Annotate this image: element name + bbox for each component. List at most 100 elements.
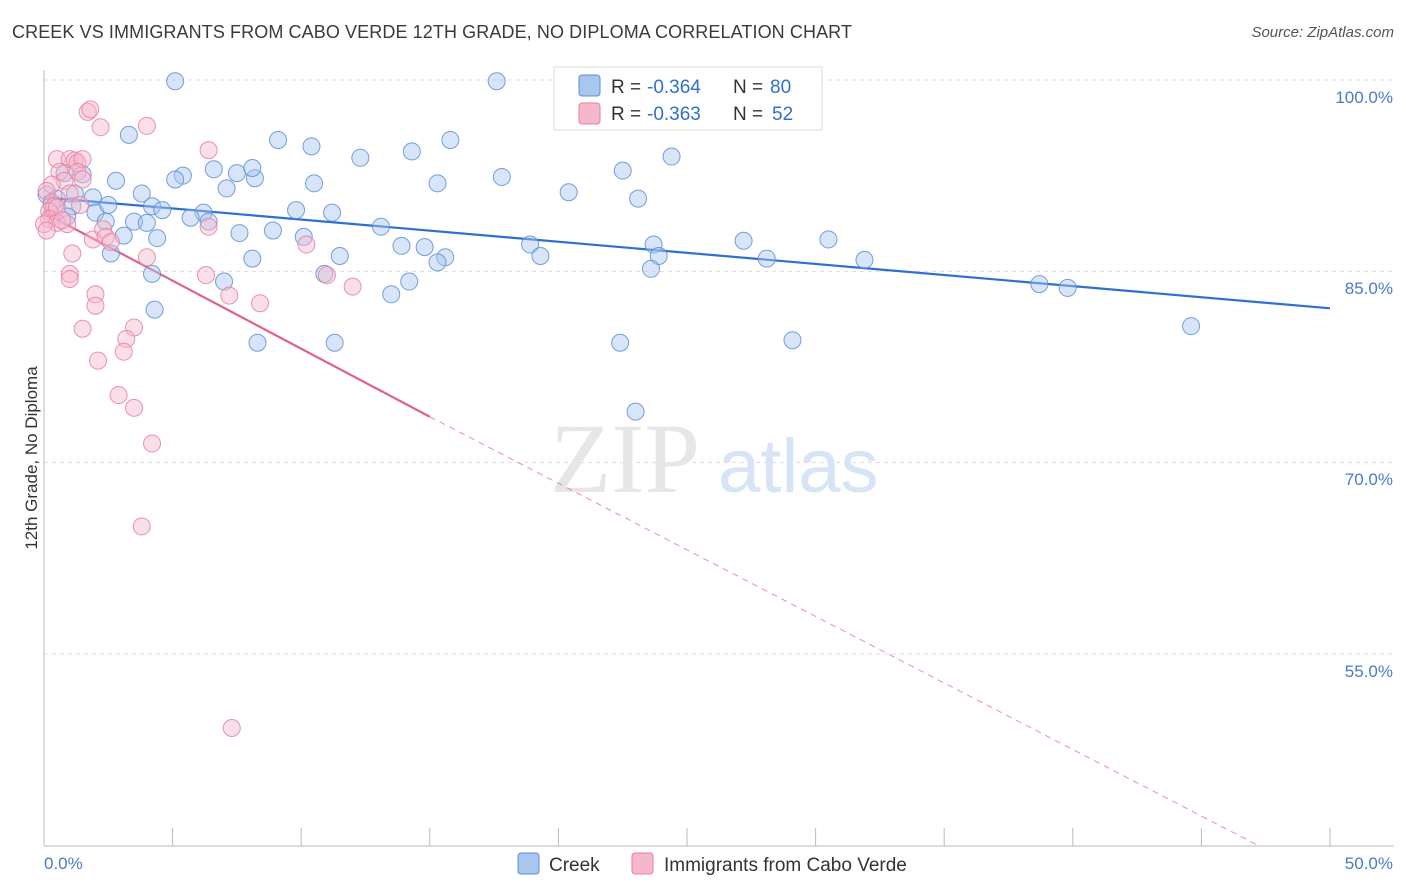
point-creek-38 bbox=[181, 208, 200, 227]
point-creek-77 bbox=[351, 148, 370, 167]
point-creek-11 bbox=[166, 170, 185, 189]
point-cabo-51 bbox=[125, 398, 144, 417]
point-creek-75 bbox=[626, 402, 645, 421]
point-creek-28 bbox=[143, 197, 162, 216]
point-creek-42 bbox=[148, 229, 167, 248]
x-tick-label-min: 0.0% bbox=[44, 854, 83, 873]
point-cabo-14 bbox=[60, 184, 79, 203]
point-cabo-38 bbox=[197, 266, 216, 285]
x-tick-label-max: 50.0% bbox=[1345, 854, 1393, 873]
y-tick-label-100: 100.0% bbox=[1335, 88, 1393, 107]
point-creek-1 bbox=[487, 72, 506, 91]
point-cabo-45 bbox=[73, 319, 92, 338]
point-creek-51 bbox=[819, 230, 838, 249]
legend-n-label-creek: N = bbox=[733, 77, 763, 98]
point-creek-53 bbox=[243, 249, 262, 268]
legend-swatch-creek bbox=[578, 74, 601, 97]
point-creek-40 bbox=[371, 217, 390, 236]
point-cabo-35 bbox=[63, 244, 82, 263]
point-cabo-1 bbox=[81, 100, 100, 119]
point-creek-72 bbox=[611, 333, 630, 352]
x-axis-ticks bbox=[43, 828, 1331, 846]
point-cabo-32 bbox=[199, 217, 218, 236]
point-creek-14 bbox=[245, 169, 264, 188]
bottom-legend-label-creek: Creek bbox=[549, 855, 600, 876]
point-creek-49 bbox=[644, 235, 663, 254]
point-creek-54 bbox=[330, 247, 349, 266]
point-creek-78 bbox=[243, 159, 262, 178]
bottom-legend-label-cabo: Immigrants from Cabo Verde bbox=[664, 855, 907, 876]
point-cabo-2 bbox=[91, 118, 110, 137]
point-cabo-42 bbox=[220, 286, 239, 305]
point-creek-47 bbox=[415, 238, 434, 257]
point-creek-32 bbox=[323, 203, 342, 222]
legend-n-value-cabo: 52 bbox=[772, 104, 793, 125]
bottom-legend-swatch-cabo bbox=[631, 852, 654, 875]
point-creek-0 bbox=[166, 72, 185, 91]
point-creek-80 bbox=[73, 165, 92, 184]
point-cabo-43 bbox=[86, 296, 105, 315]
point-cabo-53 bbox=[132, 517, 151, 536]
trend-line-creek bbox=[43, 196, 1331, 310]
point-creek-33 bbox=[629, 189, 648, 208]
point-cabo-54 bbox=[222, 718, 241, 737]
point-cabo-52 bbox=[143, 434, 162, 453]
point-creek-5 bbox=[441, 130, 460, 149]
point-cabo-31 bbox=[101, 232, 120, 251]
point-cabo-16 bbox=[37, 181, 56, 200]
trend-lines bbox=[43, 196, 1331, 846]
point-cabo-50 bbox=[109, 386, 128, 405]
point-creek-61 bbox=[143, 264, 162, 283]
stats-legend: R = -0.364 N = 80 R = -0.363 N = 52 bbox=[553, 66, 823, 131]
watermark-atlas: atlas bbox=[718, 424, 879, 509]
point-cabo-33 bbox=[297, 235, 316, 254]
chart-title: CREEK VS IMMIGRANTS FROM CABO VERDE 12TH… bbox=[12, 22, 853, 42]
legend-r-value-creek: -0.364 bbox=[647, 77, 701, 98]
point-creek-60 bbox=[855, 250, 874, 269]
point-cabo-36 bbox=[60, 264, 79, 283]
point-creek-73 bbox=[783, 331, 802, 350]
trend-line-cabo bbox=[43, 211, 431, 418]
point-cabo-44 bbox=[251, 294, 270, 313]
point-creek-57 bbox=[531, 247, 550, 266]
bottom-legend: Creek Immigrants from Cabo Verde bbox=[517, 852, 907, 876]
legend-n-label-cabo: N = bbox=[733, 104, 763, 125]
point-creek-6 bbox=[402, 142, 421, 161]
point-creek-76 bbox=[428, 174, 447, 193]
point-creek-23 bbox=[132, 184, 151, 203]
bottom-legend-swatch-creek bbox=[517, 852, 540, 875]
point-creek-4 bbox=[302, 137, 321, 156]
point-creek-69 bbox=[145, 300, 164, 319]
point-creek-50 bbox=[734, 231, 753, 250]
point-creek-71 bbox=[248, 333, 267, 352]
point-cabo-21 bbox=[71, 196, 90, 215]
point-creek-24 bbox=[217, 179, 236, 198]
point-creek-46 bbox=[392, 236, 411, 255]
point-creek-63 bbox=[400, 272, 419, 291]
point-creek-9 bbox=[107, 171, 126, 190]
point-cabo-3 bbox=[137, 116, 156, 135]
point-cabo-27 bbox=[37, 221, 56, 240]
point-creek-56 bbox=[428, 253, 447, 272]
legend-r-label-cabo: R = bbox=[611, 104, 641, 125]
point-creek-2 bbox=[119, 125, 138, 144]
point-cabo-0 bbox=[78, 102, 97, 121]
point-creek-65 bbox=[215, 272, 234, 291]
point-cabo-39 bbox=[317, 266, 336, 285]
point-cabo-49 bbox=[89, 351, 108, 370]
point-creek-37 bbox=[137, 213, 156, 232]
point-creek-67 bbox=[1058, 278, 1077, 297]
point-creek-29 bbox=[153, 201, 172, 220]
point-creek-48 bbox=[521, 235, 540, 254]
point-creek-17 bbox=[559, 183, 578, 202]
point-creek-7 bbox=[662, 147, 681, 166]
legend-r-label-creek: R = bbox=[611, 77, 641, 98]
point-creek-74 bbox=[1182, 317, 1201, 336]
y-tick-label-70: 70.0% bbox=[1345, 470, 1393, 489]
point-creek-68 bbox=[382, 285, 401, 304]
point-creek-12 bbox=[204, 160, 223, 179]
point-cabo-48 bbox=[114, 342, 133, 361]
point-creek-66 bbox=[1030, 275, 1049, 294]
point-cabo-34 bbox=[137, 248, 156, 267]
